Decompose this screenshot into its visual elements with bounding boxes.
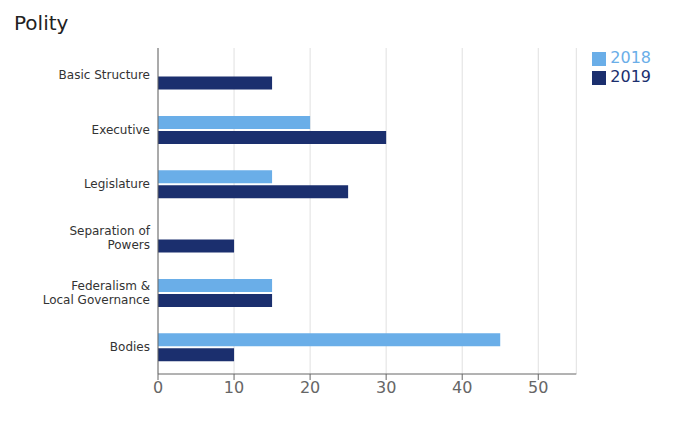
svg-text:Bodies: Bodies [110, 339, 150, 353]
svg-text:0: 0 [153, 378, 163, 397]
html-text:2018: 2018 [610, 48, 651, 67]
svg-text:20: 20 [300, 378, 320, 397]
html-text:Polity: Polity [14, 11, 69, 35]
svg-text:Separation ofPowers: Separation ofPowers [69, 224, 150, 252]
svg-text:40: 40 [452, 378, 472, 397]
svg-text:30: 30 [376, 378, 396, 397]
html-text:2019: 2019 [610, 67, 651, 86]
svg-text:Legislature: Legislature [84, 176, 150, 190]
svg-text:50: 50 [528, 378, 548, 397]
svg-text:Basic Structure: Basic Structure [59, 68, 150, 82]
svg-text:Executive: Executive [92, 122, 150, 136]
svg-text:10: 10 [224, 378, 244, 397]
svg-text:Federalism &Local Governance: Federalism &Local Governance [43, 278, 150, 306]
